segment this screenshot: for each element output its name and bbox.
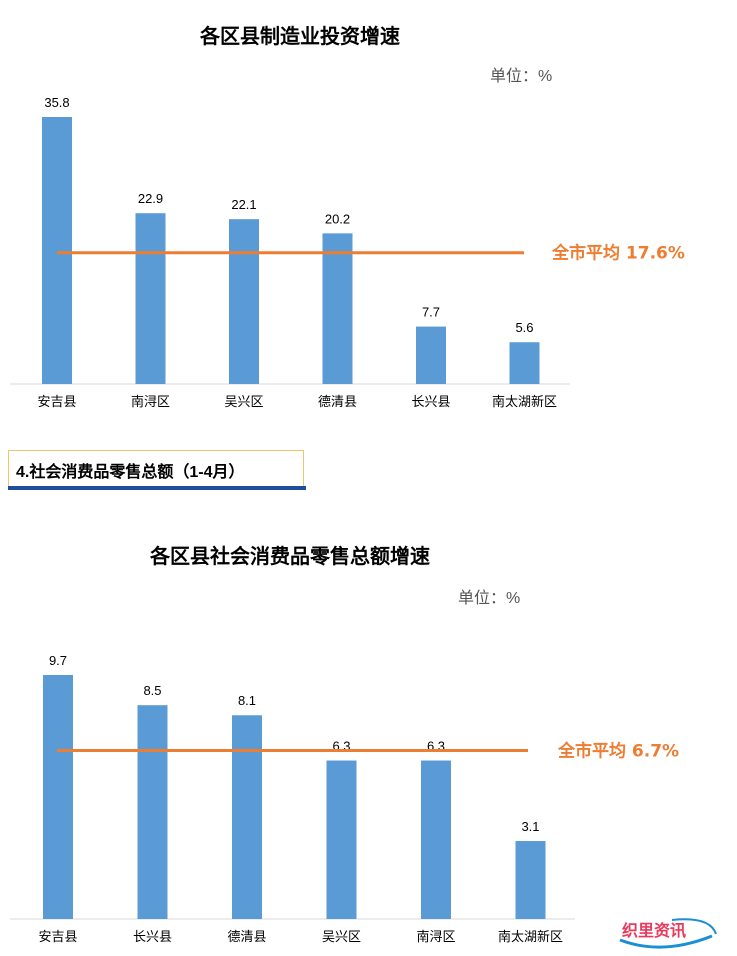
chart1-average-label: 全市平均 17.6% (551, 243, 685, 264)
chart2-category-label-5: 南太湖新区 (498, 929, 563, 945)
chart1-bar-0 (42, 117, 72, 384)
chart1-category-label-5: 南太湖新区 (492, 394, 557, 410)
chart2-bar-3 (326, 760, 357, 919)
chart1-category-label-4: 长兴县 (411, 395, 450, 410)
chart1-category-label-0: 安吉县 (37, 395, 76, 410)
chart1-bar-3 (322, 233, 353, 384)
chart2-title: 各区县社会消费品零售总额增速 (150, 546, 430, 568)
chart2-value-label-5: 3.1 (521, 819, 539, 834)
chart2-category-label-1: 长兴县 (133, 930, 172, 945)
chart2-category-label-4: 南浔区 (416, 929, 455, 945)
chart1-value-label-5: 5.6 (515, 320, 533, 335)
watermark-logo: 织里资讯 (619, 918, 717, 949)
chart2-bar-4 (421, 760, 451, 919)
chart2-value-label-1: 8.5 (143, 683, 161, 698)
section-title: 4.社会消费品零售总额（1-4月） (16, 464, 245, 481)
chart1-svg: 35.8 安吉县 22.9 南浔区 22.1 吴兴区 20.2 德清县 7.7 长兴县 5.6 南太湖… (10, 95, 685, 410)
chart1-category-label-2: 吴兴区 (224, 395, 263, 410)
chart1-category-label-1: 南浔区 (131, 394, 170, 410)
chart2-value-label-0: 9.7 (49, 653, 67, 668)
chart2-bar-1 (137, 705, 168, 919)
chart1-bar-5 (509, 342, 540, 384)
chart1-value-label-1: 22.9 (138, 191, 163, 206)
section-header-box (8, 450, 304, 486)
chart1-bar-2 (229, 219, 259, 384)
chart1-category-label-3: 德清县 (318, 395, 357, 410)
chart1-value-label-3: 20.2 (325, 211, 350, 226)
chart2-category-label-2: 德清县 (227, 930, 266, 945)
chart1-value-label-2: 22.1 (231, 197, 256, 212)
chart1-bar-4 (416, 326, 446, 384)
chart2-bar-0 (43, 675, 73, 919)
chart2-bar-2 (232, 715, 262, 919)
chart2-value-label-2: 8.1 (238, 693, 256, 708)
watermark-text: 织里资讯 (622, 921, 686, 940)
chart2-category-label-3: 吴兴区 (322, 930, 361, 945)
chart1-title: 各区县制造业投资增速 (200, 26, 400, 48)
chart1-bar-1 (135, 213, 166, 384)
chart2-average-label: 全市平均 6.7% (557, 740, 679, 761)
chart2-category-label-0: 安吉县 (38, 930, 77, 945)
chart2-bar-5 (515, 841, 546, 919)
chart1-value-label-4: 7.7 (422, 305, 440, 320)
chart2-unit: 单位：% (458, 590, 521, 607)
chart1-unit: 单位：% (490, 68, 553, 85)
chart1-value-label-0: 35.8 (44, 95, 69, 110)
section-header-underline (8, 486, 306, 490)
